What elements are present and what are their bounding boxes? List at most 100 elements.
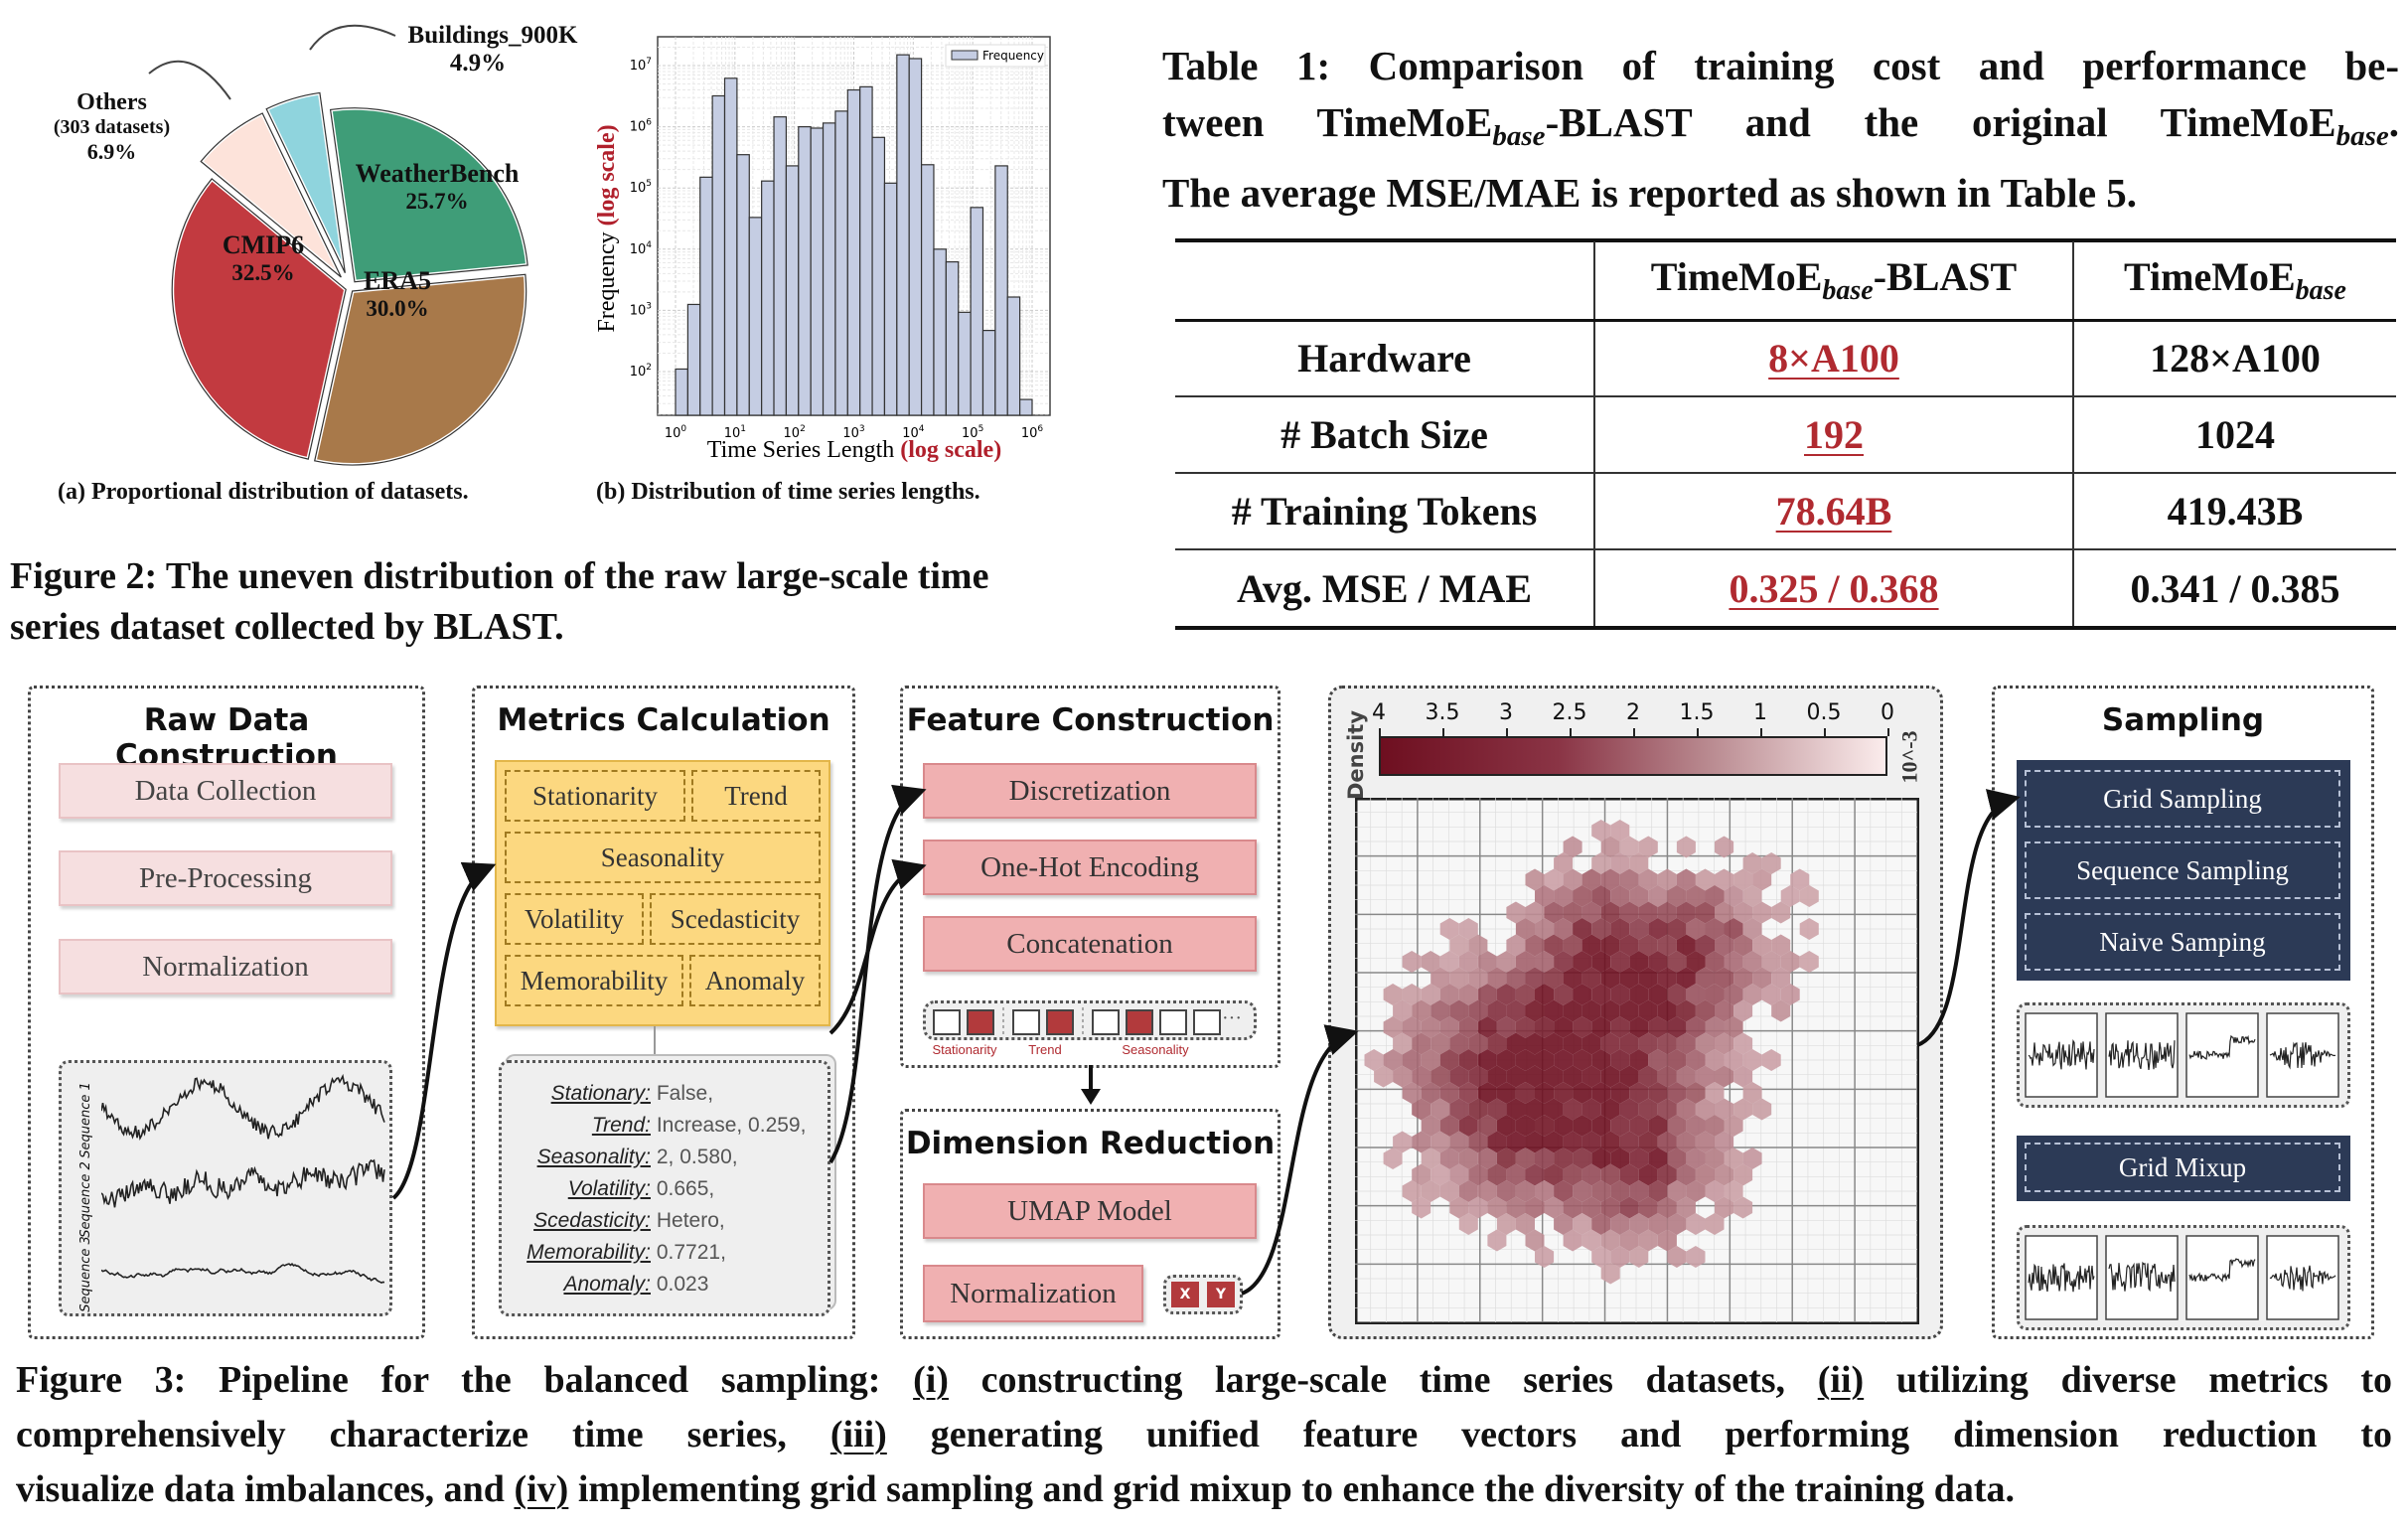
hist-bar: [711, 94, 726, 416]
table-row: Avg. MSE / MAE 0.325 / 0.368 0.341 / 0.385: [1175, 549, 2396, 626]
thumbnail: [2105, 1012, 2179, 1098]
hex-bin: [1705, 984, 1725, 1005]
hex-bin: [1715, 1163, 1734, 1186]
header-empty: [1175, 241, 1594, 322]
hex-bin: [1525, 967, 1545, 990]
hex-bin: [1657, 868, 1677, 891]
hex-bin: [1449, 999, 1469, 1022]
row-label: # Training Tokens: [1175, 473, 1594, 550]
hex-bin: [1638, 1229, 1658, 1252]
hex-bin: [1421, 1049, 1440, 1071]
hex-bin: [1573, 1049, 1592, 1071]
thumbnail-line: [2028, 1263, 2095, 1293]
hex-bin: [1610, 1115, 1630, 1137]
colorbar-tick: [1379, 728, 1381, 736]
figure3-caption-line3: visualize data imbalances, and (iv) impl…: [16, 1468, 2016, 1510]
hex-bin: [1695, 901, 1715, 924]
hist-bar: [686, 303, 701, 416]
hex-bin: [1715, 934, 1734, 957]
hex-bin: [1563, 999, 1582, 1022]
hex-bin: [1554, 984, 1574, 1005]
hex-bin: [1686, 1049, 1706, 1071]
hex-bin: [1724, 1115, 1743, 1137]
hex-bin: [1535, 885, 1555, 907]
step-concatenation: Concatenation: [923, 916, 1257, 972]
hex-bin: [1600, 868, 1620, 891]
hex-bin: [1573, 1082, 1592, 1104]
hex-bin: [1686, 1016, 1706, 1038]
hex-bin: [1686, 885, 1706, 907]
hist-bar: [920, 164, 935, 416]
vector-label: Stationarity: [932, 1042, 997, 1057]
hex-bin: [1525, 868, 1545, 891]
hex-bin: [1600, 901, 1620, 924]
hist-bar: [810, 127, 825, 416]
hex-bin: [1733, 1032, 1753, 1055]
hex-bin: [1657, 1098, 1677, 1121]
hex-bin: [1695, 1065, 1715, 1088]
hex-bin: [1686, 1148, 1706, 1169]
hex-bin: [1752, 901, 1772, 924]
hist-bar: [822, 122, 836, 416]
hex-bin: [1468, 934, 1488, 957]
hex-bin: [1790, 868, 1810, 891]
hist-bar: [773, 116, 788, 416]
hex-bin: [1458, 1016, 1478, 1038]
hex-bin: [1657, 1065, 1677, 1088]
hex-bin: [1581, 1098, 1601, 1121]
hex-bin: [1573, 984, 1592, 1005]
hex-bin: [1468, 1131, 1488, 1153]
hex-bin: [1657, 1163, 1677, 1186]
hex-bin: [1487, 1032, 1507, 1055]
hex-bin: [1667, 1213, 1687, 1235]
hex-bin: [1648, 1115, 1668, 1137]
hex-bin: [1771, 934, 1791, 957]
hex-bin: [1676, 1196, 1696, 1219]
hex-bin: [1638, 1196, 1658, 1219]
hex-bin: [1563, 1131, 1582, 1153]
blast-value: 192: [1593, 396, 2073, 474]
metric-volatility: Volatility: [505, 893, 644, 945]
hex-bin: [1733, 999, 1753, 1022]
hist-bar: [945, 260, 960, 416]
hex-bin: [1535, 984, 1555, 1005]
hex-bin: [1402, 984, 1422, 1005]
hex-bin: [1733, 1098, 1753, 1121]
hex-bin: [1421, 951, 1440, 973]
hex-bin: [1439, 984, 1459, 1005]
metrics-box: Stationarity Trend Seasonality Volatilit…: [495, 760, 830, 1026]
hex-bin: [1686, 1115, 1706, 1137]
hex-bin: [1393, 999, 1413, 1022]
hex-bin: [1771, 999, 1791, 1022]
hex-bin: [1421, 1180, 1440, 1202]
table-row: # Batch Size 192 1024: [1175, 396, 2396, 474]
pie-chart: [148, 24, 530, 467]
sequence-label: Sequence 1: [77, 1082, 93, 1158]
y-tick-label: 102: [630, 363, 652, 380]
hex-bin: [1657, 901, 1677, 924]
hex-bin: [1676, 901, 1696, 924]
hex-bin: [1676, 1131, 1696, 1153]
hex-bin: [1676, 999, 1696, 1022]
hex-bin: [1752, 1098, 1772, 1121]
hex-bin: [1544, 1196, 1564, 1219]
hex-bin: [1686, 1082, 1706, 1104]
hex-bin: [1591, 1180, 1611, 1202]
hex-bin: [1525, 1065, 1545, 1088]
thumbnail-line: [2269, 1041, 2336, 1070]
y-tick-label: 104: [630, 240, 653, 257]
hex-bin: [1487, 967, 1507, 990]
step-umap-model: UMAP Model: [923, 1183, 1257, 1239]
hex-bin: [1610, 1016, 1630, 1038]
hex-bin: [1695, 934, 1715, 957]
hex-bin: [1525, 999, 1545, 1022]
hex-bin: [1581, 1196, 1601, 1219]
orig-value: 0.341 / 0.385: [2072, 549, 2396, 626]
vector-cell: [1159, 1009, 1187, 1035]
hex-bin: [1610, 984, 1630, 1005]
hex-bin: [1496, 1016, 1516, 1038]
hex-bin: [1715, 1196, 1734, 1219]
metric-scedasticity: Scedasticity: [650, 893, 821, 945]
hex-bin: [1439, 918, 1459, 940]
hist-bar: [883, 182, 898, 416]
